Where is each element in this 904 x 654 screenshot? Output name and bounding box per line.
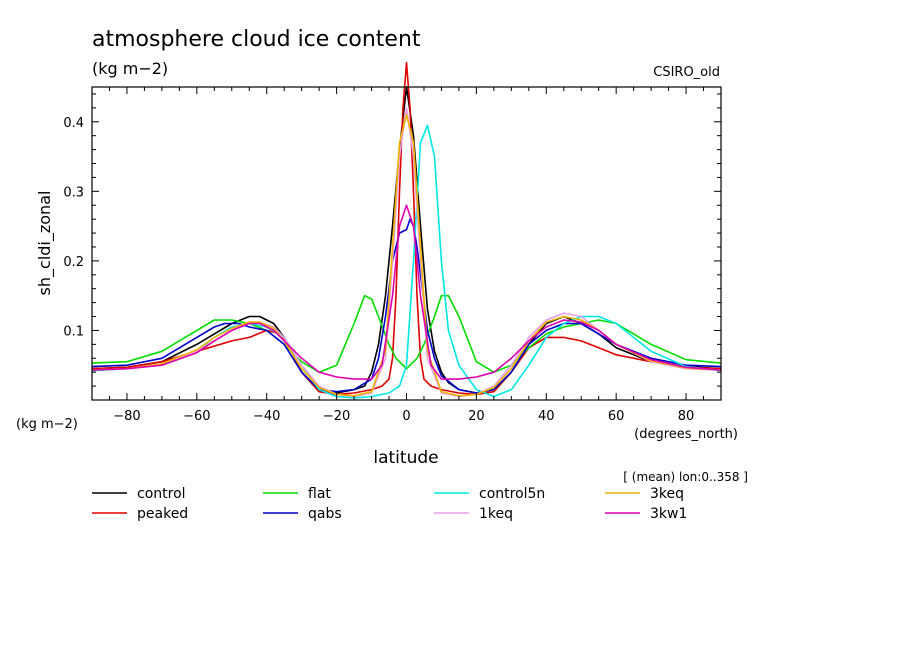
- y-tick-label: 0.2: [63, 255, 84, 270]
- legend-item-control: control: [92, 486, 186, 502]
- legend-item-3keq: 3keq: [605, 486, 684, 502]
- y-tick-label: 0.3: [63, 185, 84, 200]
- x-axis-units: (degrees_north): [634, 427, 738, 442]
- legend-label: control: [137, 486, 186, 502]
- series-line-3kw1: [91, 204, 722, 380]
- chart-subtitle: (kg m−2): [92, 59, 168, 78]
- series-line-control: [91, 86, 722, 394]
- x-tick-label: 20: [468, 409, 485, 424]
- x-tick-label: −20: [323, 409, 350, 424]
- legend-label: 3kw1: [650, 506, 687, 522]
- model-label: CSIRO_old: [653, 65, 720, 80]
- x-tick-label: −40: [253, 409, 280, 424]
- plot-frame: [91, 86, 722, 401]
- legend-item-peaked: peaked: [92, 506, 188, 522]
- axis-ticks: −80 −60 −40 −20 0 20 40 60 80 0.1 0.2 0.3 0.4: [63, 87, 722, 424]
- x-tick-label: 60: [608, 409, 625, 424]
- legend-item-3kw1: 3kw1: [605, 506, 687, 522]
- legend-label: control5n: [479, 486, 545, 502]
- legend-item-flat: flat: [263, 486, 331, 502]
- x-tick-label: −60: [183, 409, 210, 424]
- x-tick-label: 0: [402, 409, 410, 424]
- legend-item-control5n: control5n: [434, 486, 545, 502]
- x-axis-label: latitude: [373, 448, 438, 468]
- chart-title: atmosphere cloud ice content: [92, 27, 421, 52]
- x-tick-label: 80: [678, 409, 695, 424]
- legend-item-1keq: 1keq: [434, 506, 513, 522]
- legend-label: 3keq: [650, 486, 684, 502]
- series-line-3keq: [91, 114, 722, 397]
- mean-note: [ (mean) lon:0..358 ]: [623, 470, 748, 484]
- y-tick-label: 0.1: [63, 324, 84, 339]
- legend-label: 1keq: [479, 506, 513, 522]
- legend-item-qabs: qabs: [263, 506, 342, 522]
- x-tick-label: 40: [538, 409, 555, 424]
- legend-label: flat: [308, 486, 331, 502]
- legend: control peaked flat qabs control5n 1keq 3keq 3k…: [92, 486, 687, 522]
- legend-label: qabs: [308, 506, 342, 522]
- legend-label: peaked: [137, 506, 188, 522]
- plot-area: [91, 61, 722, 399]
- x-tick-label: −80: [113, 409, 140, 424]
- y-axis-label: sh_cldi_zonal: [35, 191, 55, 296]
- series-line-qabs: [91, 218, 722, 394]
- y-tick-label: 0.4: [63, 116, 84, 131]
- y-axis-units: (kg m−2): [16, 417, 78, 432]
